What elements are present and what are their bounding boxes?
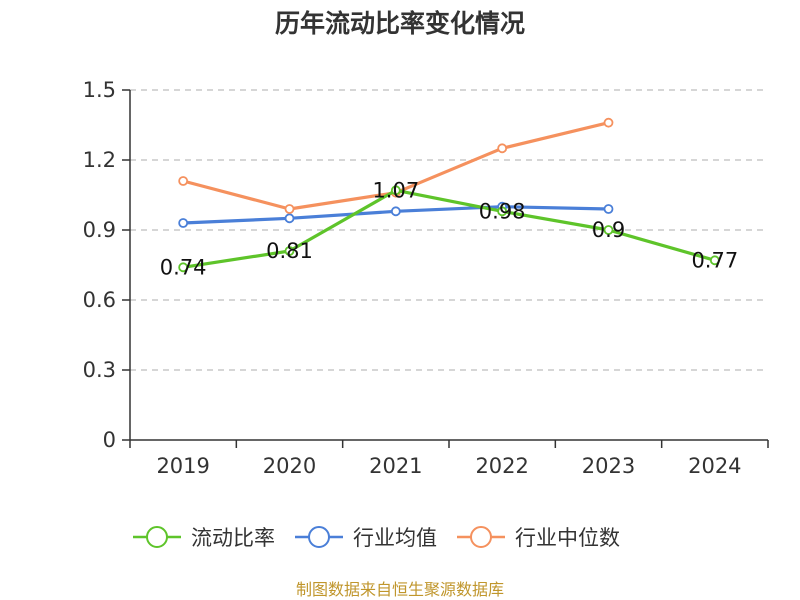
data-point[interactable] (497, 143, 508, 154)
data-point[interactable] (178, 218, 189, 228)
x-tick-label: 2022 (475, 454, 528, 478)
legend[interactable]: 流动比率 行业均值 行业中位数 (133, 526, 620, 550)
legend-marker (470, 526, 492, 548)
data-label: 1.07 (372, 178, 419, 202)
x-tick-label: 2021 (369, 454, 422, 478)
data-label: 0.77 (691, 248, 738, 272)
data-point[interactable] (390, 206, 401, 217)
legend-marker (146, 526, 168, 548)
legend-item-0[interactable]: 流动比率 (133, 526, 275, 550)
y-tick-label: 1.5 (83, 78, 116, 102)
y-tick-label: 0.6 (83, 288, 116, 312)
data-point[interactable] (178, 262, 189, 273)
grid-lines (130, 89, 768, 371)
data-label: 0.81 (266, 239, 313, 263)
x-tick-label: 2019 (156, 454, 209, 478)
source-note: 制图数据来自恒生聚源数据库 (296, 580, 504, 599)
data-point[interactable] (284, 204, 295, 214)
y-tick-label: 1.2 (83, 148, 116, 172)
axes: 0 0.3 0.6 0.9 1.2 1.5 2019 2020 2021 2022 2023 2024 (83, 78, 769, 478)
legend-label: 行业均值 (353, 526, 437, 550)
y-tick-label: 0 (103, 428, 116, 452)
data-point[interactable] (284, 213, 295, 224)
x-tick-label: 2024 (688, 454, 741, 478)
chart-title: 历年流动比率变化情况 (275, 9, 525, 38)
data-point[interactable] (603, 117, 614, 128)
y-tick-label: 0.9 (83, 218, 116, 242)
y-tick-label: 0.3 (83, 358, 116, 382)
legend-label: 行业中位数 (515, 526, 620, 550)
data-point[interactable] (284, 246, 295, 256)
legend-item-2[interactable]: 行业中位数 (457, 526, 620, 550)
data-point[interactable] (603, 225, 614, 235)
series-lines (178, 117, 720, 273)
data-point[interactable] (603, 204, 614, 214)
data-point[interactable] (178, 176, 189, 186)
series-line-0 (181, 188, 717, 269)
data-labels: 0.74 0.81 1.07 0.98 0.9 0.77 (160, 178, 738, 279)
data-label: 0.9 (592, 218, 625, 242)
data-label: 0.98 (479, 199, 526, 223)
legend-label: 流动比率 (191, 526, 275, 550)
legend-marker (308, 526, 330, 548)
data-point[interactable] (497, 206, 508, 217)
data-point[interactable] (709, 255, 720, 266)
x-tick-label: 2023 (582, 454, 635, 478)
legend-item-1[interactable]: 行业均值 (295, 526, 437, 550)
data-label: 0.74 (160, 255, 207, 279)
x-tick-label: 2020 (263, 454, 316, 478)
data-point[interactable] (390, 185, 401, 196)
